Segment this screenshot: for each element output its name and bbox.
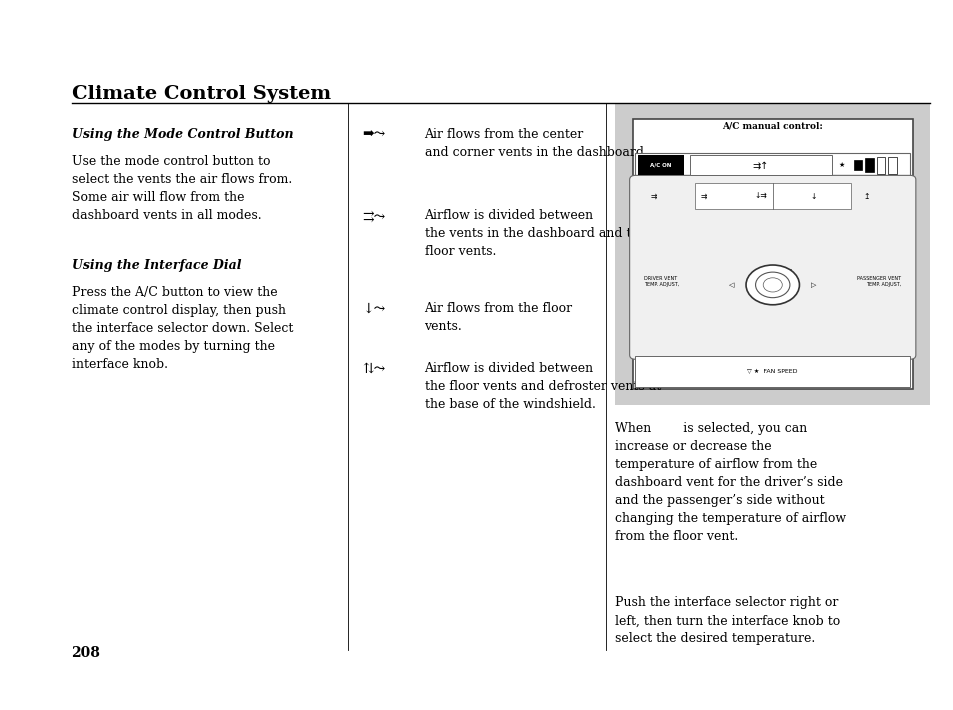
FancyBboxPatch shape (638, 155, 683, 175)
Text: Use the mode control button to
select the vents the air flows from.
Some air wil: Use the mode control button to select th… (71, 155, 292, 222)
Text: Using the Mode Control Button: Using the Mode Control Button (71, 128, 293, 141)
FancyBboxPatch shape (689, 155, 831, 175)
Text: PASSENGER VENT
TEMP. ADJUST,: PASSENGER VENT TEMP. ADJUST, (857, 276, 901, 287)
Text: ↓⇉: ↓⇉ (754, 192, 767, 201)
Text: 208: 208 (71, 646, 100, 660)
Text: ➡⤳: ➡⤳ (362, 128, 385, 142)
FancyBboxPatch shape (615, 103, 929, 405)
Text: A/C manual control:: A/C manual control: (721, 121, 822, 131)
FancyBboxPatch shape (635, 153, 909, 178)
FancyBboxPatch shape (887, 157, 896, 174)
FancyBboxPatch shape (635, 356, 909, 387)
Text: A/C ON: A/C ON (650, 163, 671, 168)
Text: Air flows from the center
and corner vents in the dashboard.: Air flows from the center and corner ven… (424, 128, 647, 159)
Text: Air flows from the floor
vents.: Air flows from the floor vents. (424, 302, 572, 333)
FancyBboxPatch shape (632, 119, 912, 389)
Text: Airflow is divided between
the floor vents and defroster vents at
the base of th: Airflow is divided between the floor ven… (424, 362, 660, 411)
Text: ⇉: ⇉ (700, 192, 706, 201)
Text: ⇉: ⇉ (650, 192, 656, 201)
Text: Press the A/C button to view the
climate control display, then push
the interfac: Press the A/C button to view the climate… (71, 286, 293, 371)
FancyBboxPatch shape (853, 160, 862, 170)
FancyBboxPatch shape (629, 175, 915, 359)
Text: Using the Interface Dial: Using the Interface Dial (71, 259, 241, 272)
Text: ↥: ↥ (862, 192, 868, 201)
Text: ⚙ PUSH A/C: ⚙ PUSH A/C (753, 268, 791, 273)
Text: ⇉⤳: ⇉⤳ (362, 209, 385, 224)
Text: ◁: ◁ (728, 282, 734, 288)
Text: ↓⤳: ↓⤳ (362, 302, 385, 316)
Circle shape (745, 265, 799, 305)
Text: Airflow is divided between
the vents in the dashboard and the
floor vents.: Airflow is divided between the vents in … (424, 209, 646, 258)
Text: ⇉↑: ⇉↑ (752, 160, 768, 170)
FancyBboxPatch shape (876, 157, 884, 174)
Text: DRIVER VENT
TEMP. ADJUST,: DRIVER VENT TEMP. ADJUST, (643, 276, 679, 287)
Text: ★: ★ (838, 162, 844, 168)
Text: ↓: ↓ (810, 192, 816, 201)
Text: Push the interface selector right or
left, then turn the interface knob to
selec: Push the interface selector right or lef… (615, 596, 840, 645)
Text: Climate Control System: Climate Control System (71, 85, 331, 103)
Text: ▽ ★  FAN SPEED: ▽ ★ FAN SPEED (747, 369, 797, 374)
Text: ⇅⤳: ⇅⤳ (362, 362, 385, 376)
Text: When        is selected, you can
increase or decrease the
temperature of airflow: When is selected, you can increase or de… (615, 422, 845, 543)
Text: ▷: ▷ (810, 282, 816, 288)
FancyBboxPatch shape (864, 158, 873, 172)
FancyBboxPatch shape (694, 183, 850, 209)
